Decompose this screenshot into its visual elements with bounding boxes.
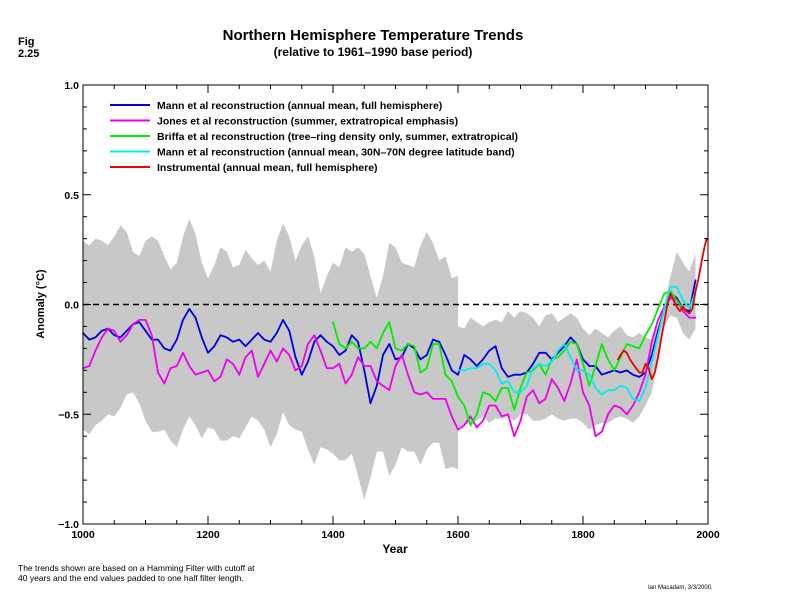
x-tick-label: 2000 xyxy=(696,529,720,541)
footnote: The trends shown are based on a Hamming … xyxy=(18,563,255,583)
legend-label-4: Mann et al reconstruction (annual mean, … xyxy=(157,147,515,159)
x-tick-label: 1200 xyxy=(196,529,220,541)
legend-label-3: Briffa et al reconstruction (tree–ring d… xyxy=(157,131,518,143)
y-tick-label: −1.0 xyxy=(58,519,79,531)
series-line-5 xyxy=(617,237,708,381)
y-tick-label: 0.0 xyxy=(64,300,79,312)
y-axis-label: Anomaly (°C) xyxy=(35,269,47,339)
legend-label-1: Mann et al reconstruction (annual mean, … xyxy=(157,100,442,112)
uncertainty-band-late xyxy=(458,251,696,430)
series-line-4 xyxy=(457,285,697,403)
credit: Ian Macadam, 3/3/2000. xyxy=(648,585,713,591)
y-tick-label: 0.5 xyxy=(64,190,79,202)
y-tick-label: −0.5 xyxy=(58,409,79,421)
series-line-3 xyxy=(332,290,684,427)
chart-title: Northern Hemisphere Temperature Trends xyxy=(222,27,524,44)
uncertainty-band xyxy=(83,218,458,500)
legend-label-2: Jones et al reconstruction (summer, extr… xyxy=(157,116,458,128)
legend-label-5: Instrumental (annual mean, full hemisphe… xyxy=(157,162,378,174)
x-tick-label: 1000 xyxy=(71,529,95,541)
x-tick-label: 1400 xyxy=(321,529,345,541)
x-tick-label: 1800 xyxy=(571,529,595,541)
x-axis-label: Year xyxy=(382,542,408,556)
x-tick-label: 1600 xyxy=(446,529,470,541)
chart-subtitle: (relative to 1961–1990 base period) xyxy=(273,45,473,59)
y-tick-label: 1.0 xyxy=(64,80,79,92)
series-line-2 xyxy=(82,296,697,438)
series-line-1 xyxy=(82,279,697,405)
figure-label: Fig 2.25 xyxy=(18,36,40,60)
